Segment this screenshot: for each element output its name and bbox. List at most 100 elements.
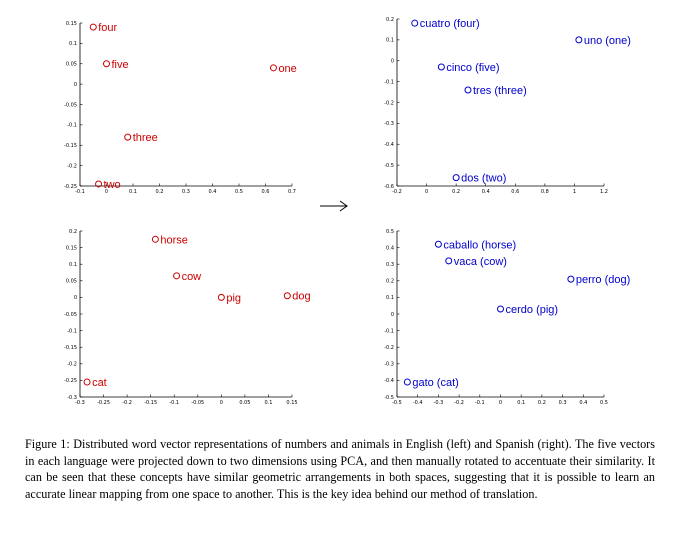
x-tick-label: 0: [105, 189, 108, 195]
x-tick-label: -0.05: [191, 400, 204, 406]
y-tick-label: -0.3: [384, 121, 394, 127]
data-point-marker: [217, 293, 225, 301]
y-tick-label: -0.5: [384, 395, 394, 401]
data-point-label: cow: [182, 271, 202, 283]
data-point-label: cinco (five): [446, 62, 499, 74]
scatter-english-numbers: -0.1 0 0.1 0.2 0.3 0.4 0.5 0.6 0.7 -0.25 -0.2 -0.15…: [64, 21, 297, 195]
x-tick-label: -0.2: [122, 400, 132, 406]
x-tick-label: 1.2: [600, 189, 608, 195]
x-tick-label: 0.05: [239, 400, 250, 406]
data-point-label: pig: [226, 292, 241, 304]
data-point-label: uno (one): [584, 35, 631, 47]
data-point-marker: [497, 305, 504, 313]
x-tick-label: -0.1: [75, 189, 85, 195]
x-tick-label: -0.4: [413, 400, 423, 406]
x-tick-label: 0.5: [235, 189, 243, 195]
data-point-marker: [173, 272, 181, 280]
x-tick-label: -0.3: [434, 400, 444, 406]
data-point-label: cat: [92, 377, 107, 389]
x-tick-label: 0.3: [182, 189, 190, 195]
y-tick-label: -0.5: [384, 163, 394, 169]
y-tick-label: 0.15: [66, 21, 77, 27]
x-tick-label: 0: [425, 189, 428, 195]
y-tick-label: -0.3: [67, 395, 77, 401]
data-point-marker: [83, 378, 91, 386]
data-point-label: vaca (cow): [454, 256, 507, 268]
x-tick-label: 0.4: [579, 400, 587, 406]
y-tick-label: 0.05: [66, 279, 77, 285]
y-tick-label: 0.3: [386, 262, 394, 268]
y-tick-label: 0: [391, 59, 394, 65]
y-tick-label: -0.1: [67, 328, 77, 334]
y-tick-label: -0.1: [384, 79, 394, 85]
x-tick-label: 0.1: [129, 189, 137, 195]
data-point-marker: [445, 257, 453, 265]
y-tick-label: -0.4: [384, 142, 394, 148]
data-point-marker: [452, 174, 460, 182]
x-tick-label: -0.2: [392, 189, 402, 195]
y-tick-label: -0.2: [67, 362, 77, 368]
y-tick-label: -0.3: [384, 362, 394, 368]
x-tick-label: -0.3: [75, 400, 85, 406]
data-point-label: tres (three): [473, 85, 527, 97]
y-tick-label: 0.1: [69, 41, 77, 47]
x-tick-label: 0: [220, 400, 223, 406]
data-point-label: three: [133, 132, 158, 144]
y-tick-label: 0: [391, 312, 394, 318]
x-tick-label: 0.2: [156, 189, 164, 195]
x-tick-label: 0.4: [482, 189, 490, 195]
x-tick-label: 0.5: [600, 400, 608, 406]
y-tick-label: -0.25: [64, 184, 77, 190]
scatter-spanish-numbers: -0.2 0 0.2 0.4 0.6 0.8 1 1.2 -0.6 -0.5 -0.4 -0.3 -0.…: [384, 17, 631, 195]
data-point-marker: [283, 292, 291, 300]
x-tick-label: 0.1: [264, 400, 272, 406]
y-tick-label: -0.4: [384, 378, 394, 384]
data-point-label: gato (cat): [412, 377, 458, 389]
y-tick-label: 0.15: [66, 245, 77, 251]
x-tick-label: -0.2: [454, 400, 464, 406]
data-point-marker: [464, 86, 472, 94]
y-tick-label: -0.2: [384, 100, 394, 106]
data-point-marker: [103, 60, 110, 68]
data-point-marker: [434, 240, 442, 248]
y-tick-label: -0.05: [64, 312, 77, 318]
y-tick-label: 0.05: [66, 62, 77, 68]
x-tick-label: 0.6: [262, 189, 270, 195]
x-tick-label: 0.8: [541, 189, 549, 195]
data-point-label: dog: [292, 291, 310, 303]
y-tick-label: 0.1: [386, 38, 394, 44]
y-tick-label: 0.2: [69, 229, 77, 235]
y-tick-label: -0.2: [384, 345, 394, 351]
data-point-label: cuatro (four): [420, 18, 480, 30]
data-point-label: cerdo (pig): [506, 304, 559, 316]
x-tick-label: -0.1: [169, 400, 179, 406]
x-tick-label: -0.25: [97, 400, 110, 406]
scatter-spanish-animals: -0.5 -0.4 -0.3 -0.2 -0.1 0 0.1 0.2 0.3 0.4 0.5 -0.5…: [384, 229, 630, 406]
x-tick-label: 0.15: [286, 400, 297, 406]
data-point-label: horse: [160, 234, 188, 246]
x-tick-label: 0.2: [538, 400, 546, 406]
data-point-marker: [411, 19, 419, 27]
data-point-label: one: [278, 63, 296, 75]
x-tick-label: 0.3: [559, 400, 567, 406]
scatter-english-animals: -0.3 -0.25 -0.2 -0.15 -0.1 -0.05 0 0.05 0.1 0.15 -…: [64, 229, 311, 406]
data-point-marker: [403, 378, 411, 386]
mapping-arrow: [320, 200, 348, 212]
data-point-label: five: [112, 59, 129, 71]
x-tick-label: -0.15: [144, 400, 157, 406]
data-point-label: four: [98, 22, 117, 34]
y-tick-label: -0.15: [64, 345, 77, 351]
data-point-label: caballo (horse): [443, 239, 516, 251]
data-point-marker: [269, 64, 277, 72]
y-tick-label: -0.15: [64, 143, 77, 149]
data-point-label: perro (dog): [576, 274, 630, 286]
data-point-marker: [437, 63, 445, 71]
data-point-marker: [567, 275, 575, 283]
data-point-label: two: [104, 179, 121, 191]
data-point-marker: [124, 133, 132, 141]
y-tick-label: -0.1: [67, 123, 77, 129]
y-tick-label: 0: [74, 82, 77, 88]
y-tick-label: 0.1: [69, 262, 77, 268]
x-tick-label: 0.2: [452, 189, 460, 195]
